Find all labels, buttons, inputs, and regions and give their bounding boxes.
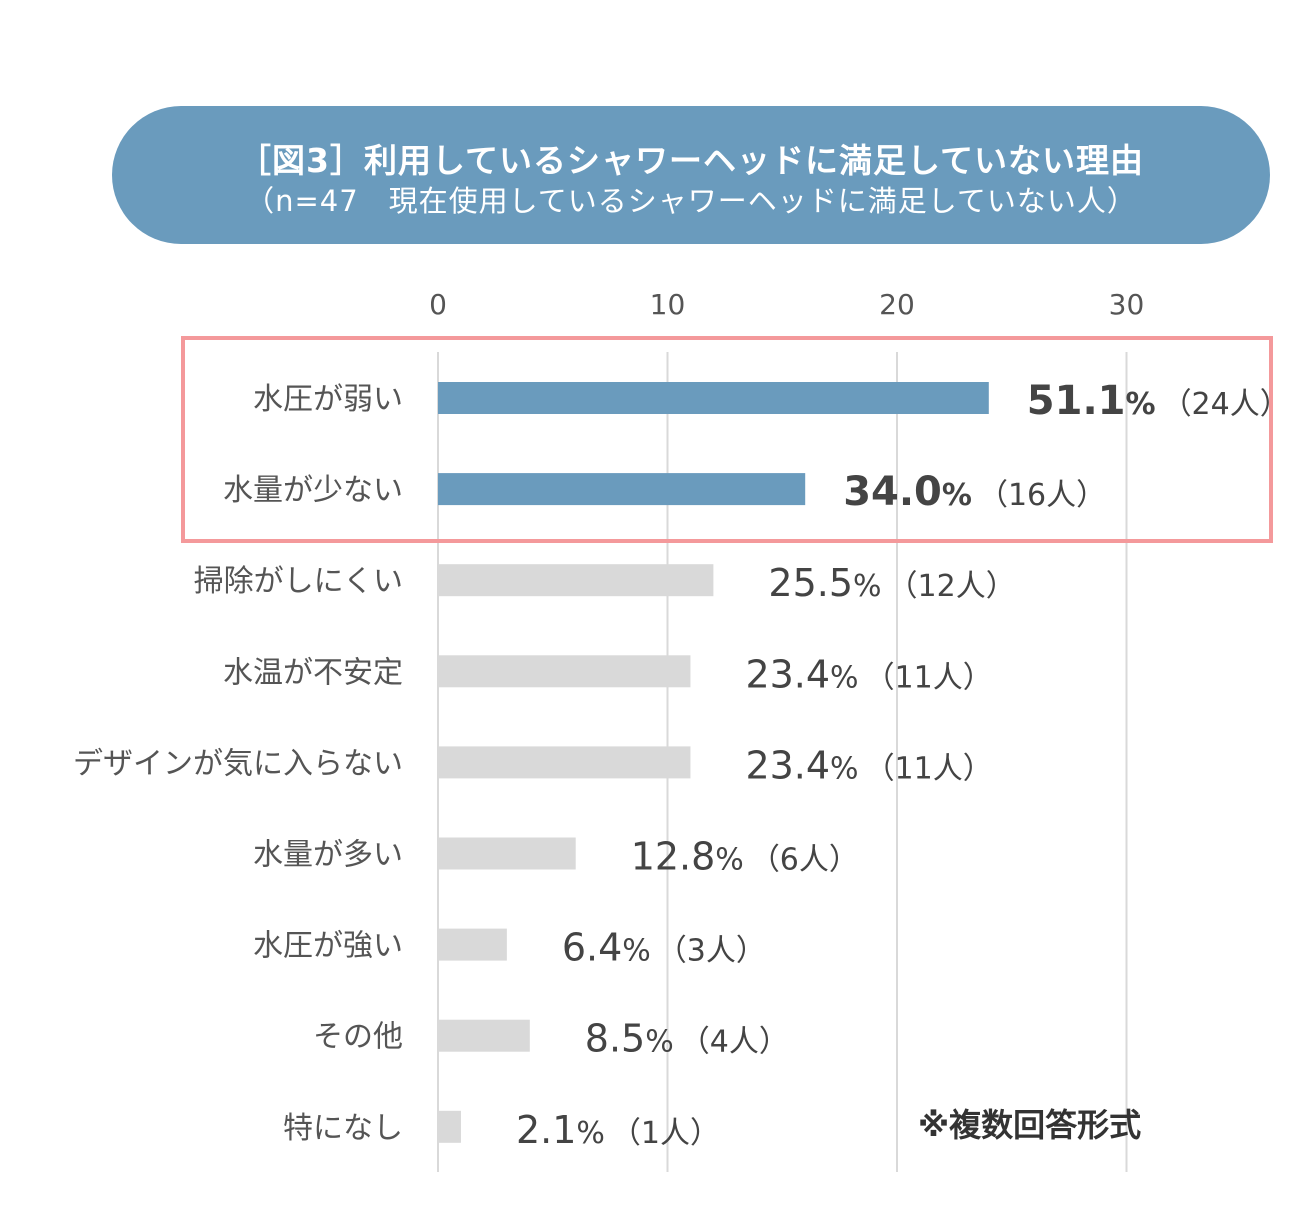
data-label-percent-sign: % — [715, 843, 744, 878]
x-tick-label-20: 20 — [879, 288, 915, 321]
data-label: 8.5% （4人） — [585, 1017, 789, 1061]
category-label: 水量が多い — [253, 838, 403, 873]
category-label: 水圧が弱い — [253, 382, 403, 417]
category-label: 水量が少ない — [223, 473, 403, 508]
data-label-count: （3人） — [657, 934, 766, 969]
footnote: ※複数回答形式 — [918, 1106, 1142, 1144]
chart-title: ［図3］利用しているシャワーヘッドに満足していない理由 — [238, 141, 1144, 180]
category-label: その他 — [313, 1020, 403, 1055]
bar — [438, 1110, 461, 1143]
data-label: 23.4% （11人） — [745, 743, 992, 787]
data-label-count: （24人） — [1162, 387, 1290, 422]
category-label: 水温が不安定 — [223, 655, 403, 690]
data-label-count: （4人） — [680, 1025, 789, 1060]
data-label-percent: 8.5 — [585, 1017, 645, 1061]
data-label: 25.5% （12人） — [768, 561, 1015, 605]
data-label-percent-sign: % — [942, 478, 972, 513]
category-label: 特になし — [283, 1111, 403, 1146]
data-label-percent: 12.8 — [631, 835, 716, 879]
data-label-percent: 23.4 — [745, 652, 830, 696]
data-label-percent-sign: % — [830, 751, 859, 786]
data-label: 6.4% （3人） — [562, 926, 766, 970]
bar — [438, 564, 714, 597]
data-label-percent-sign: % — [645, 1025, 674, 1060]
data-label-percent: 34.0 — [843, 469, 942, 515]
data-label-percent-sign: % — [1126, 387, 1156, 422]
bar — [438, 1019, 530, 1052]
data-label-percent: 6.4 — [562, 926, 622, 970]
x-tick-label-10: 10 — [650, 288, 686, 321]
data-label: 34.0% （16人） — [843, 469, 1106, 515]
data-label: 23.4% （11人） — [745, 652, 992, 696]
bar — [438, 928, 507, 961]
data-label-percent-sign: % — [830, 660, 859, 695]
data-label: 2.1% （1人） — [516, 1108, 720, 1152]
data-label-percent-sign: % — [853, 569, 882, 604]
data-label-count: （12人） — [888, 569, 1016, 604]
bar — [438, 473, 806, 506]
data-label-percent: 23.4 — [745, 743, 830, 787]
data-label-percent: 25.5 — [768, 561, 853, 605]
highlight-box — [181, 336, 1273, 543]
data-label: 12.8% （6人） — [631, 835, 859, 879]
data-label-percent-sign: % — [622, 934, 651, 969]
data-label-count: （11人） — [865, 660, 993, 695]
data-label-percent-sign: % — [576, 1116, 605, 1151]
category-label: 掃除がしにくい — [194, 564, 403, 599]
chart-title-banner: ［図3］利用しているシャワーヘッドに満足していない理由 （n=47 現在使用して… — [112, 106, 1270, 244]
bar — [438, 746, 691, 779]
category-label: 水圧が強い — [253, 929, 403, 964]
x-tick-label-30: 30 — [1109, 288, 1145, 321]
data-label: 51.1% （24人） — [1027, 378, 1290, 424]
data-label-count: （6人） — [750, 843, 859, 878]
data-label-percent: 2.1 — [516, 1108, 576, 1152]
bar — [438, 837, 576, 870]
data-label-count: （1人） — [611, 1116, 720, 1151]
x-tick-label-0: 0 — [429, 288, 447, 321]
bar — [438, 382, 989, 414]
chart-subtitle: （n=47 現在使用しているシャワーヘッドに満足していない人） — [245, 184, 1137, 218]
data-label-count: （11人） — [865, 751, 993, 786]
data-label-percent: 51.1 — [1027, 378, 1126, 424]
category-label: デザインが気に入らない — [73, 746, 403, 781]
data-label-count: （16人） — [978, 478, 1106, 513]
bar — [438, 655, 691, 688]
